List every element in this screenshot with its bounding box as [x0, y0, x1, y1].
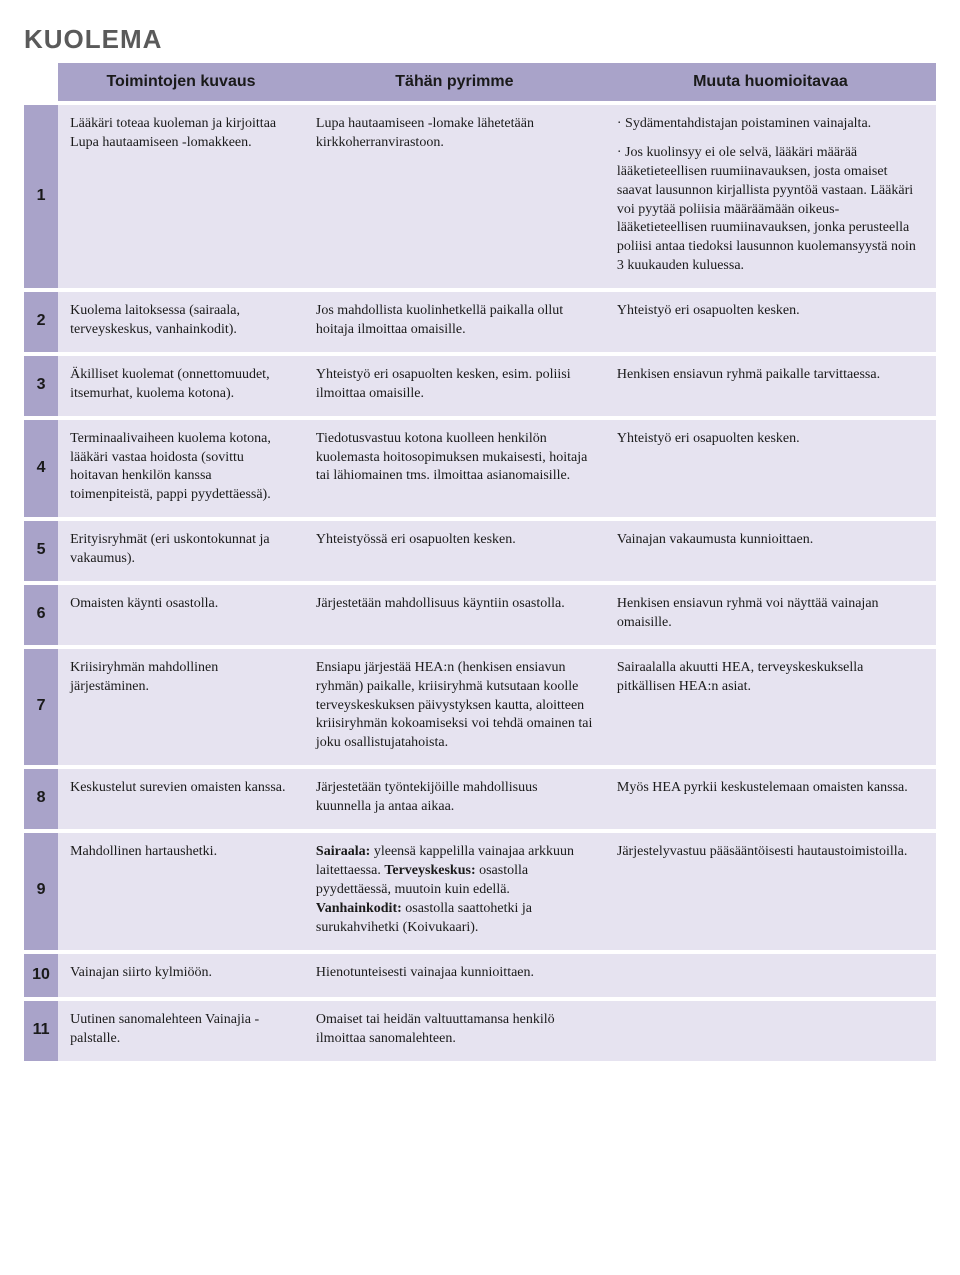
cell-text: Mahdollinen hartaushetki. [70, 843, 292, 862]
cell-col3: Vainajan vakaumusta kunnioittaen. [605, 521, 936, 585]
cell-col3: Sairaalalla akuutti HEA, terveys­keskuks… [605, 649, 936, 769]
cell-col3: Yhteistyö eri osapuolten kesken. [605, 420, 936, 522]
col-header-3: Muuta huomioitavaa [605, 63, 936, 105]
cell-text: Tiedotusvastuu kotona kuolleen henkilön … [316, 430, 593, 487]
cell-text: Lääkäri toteaa kuoleman ja kirjoittaa Lu… [70, 115, 292, 153]
cell-text: Järjestetään mahdollisuus käyntiin osast… [316, 595, 593, 614]
row-number: 9 [24, 833, 58, 953]
row-number: 6 [24, 585, 58, 649]
table-row: 3 Äkilliset kuolemat (onnettomuudet, itse… [24, 356, 936, 420]
cell-text: Omaisten käynti osastolla. [70, 595, 292, 614]
cell-text: Kuolema laitoksessa (sairaala, terveyske… [70, 302, 292, 340]
cell-text: Uutinen sanomalehteen Vainajia -palstall… [70, 1011, 292, 1049]
row-number: 5 [24, 521, 58, 585]
cell-text: Yhteistyö eri osapuolten kesken, esim. p… [316, 366, 593, 404]
row-number: 2 [24, 292, 58, 356]
table-row: 5 Erityisryhmät (eri uskonto­kunnat ja va… [24, 521, 936, 585]
cell-col3: Järjestelyvastuu pääsääntöisesti hautaus… [605, 833, 936, 953]
col-header-num [24, 63, 58, 105]
table-header-row: Toimintojen kuvaus Tähän pyrimme Muuta h… [24, 63, 936, 105]
cell-col2: Omaiset tai heidän valtuuttamansa henkil… [304, 1001, 605, 1065]
row-number: 10 [24, 954, 58, 1002]
table-row: 2 Kuolema laitoksessa (sairaala, terveysk… [24, 292, 936, 356]
cell-col3 [605, 1001, 936, 1065]
cell-col1: Omaisten käynti osastolla. [58, 585, 304, 649]
cell-text: Lupa hautaamiseen -lomake lähetetään kir… [316, 115, 593, 153]
cell-col2: Järjestetään työntekijöille mahdollisuus… [304, 769, 605, 833]
cell-col1: Äkilliset kuolemat (onnettomuudet, itsem… [58, 356, 304, 420]
cell-col2: Hienotunteisesti vainajaa kunnioittaen. [304, 954, 605, 1002]
cell-col2: Järjestetään mahdollisuus käyntiin osast… [304, 585, 605, 649]
cell-col3: Henkisen ensiavun ryhmä voi näyttää vain… [605, 585, 936, 649]
cell-text: Omaiset tai heidän valtuuttamansa henkil… [316, 1011, 593, 1049]
table-row: 9 Mahdollinen hartaushetki. Sairaala: ylee… [24, 833, 936, 953]
cell-col2: Sairaala: yleensä kappelilla vainajaa ar… [304, 833, 605, 953]
cell-text: Keskustelut surevien omaisten kanssa. [70, 779, 292, 798]
cell-col2: Yhteistyö eri osapuolten kesken, esim. p… [304, 356, 605, 420]
table-row: 1 Lääkäri toteaa kuoleman ja kirjoittaa L… [24, 105, 936, 292]
table-row: 6 Omaisten käynti osastolla. Järjestetään … [24, 585, 936, 649]
cell-col3: · Sydämentahdistajan poistaminen vainaja… [605, 105, 936, 292]
cell-col3: Myös HEA pyrkii keskustelemaan omaisten … [605, 769, 936, 833]
col-header-2: Tähän pyrimme [304, 63, 605, 105]
cell-text: Vainajan vakaumusta kunnioittaen. [617, 531, 924, 550]
cell-col2: Ensiapu järjestää HEA:n (henkisen ensiav… [304, 649, 605, 769]
cell-text: Henkisen ensiavun ryhmä paikalle tarvitt… [617, 366, 924, 385]
page-title: KUOLEMA [24, 24, 936, 55]
cell-col1: Kriisiryhmän mahdollinen järjestäminen. [58, 649, 304, 769]
cell-col1: Vainajan siirto kylmiöön. [58, 954, 304, 1002]
table-row: 7 Kriisiryhmän mahdollinen järjestäminen.… [24, 649, 936, 769]
cell-col3: Yhteistyö eri osapuolten kesken. [605, 292, 936, 356]
cell-col1: Kuolema laitoksessa (sairaala, terveyske… [58, 292, 304, 356]
cell-text: Ensiapu järjestää HEA:n (henkisen ensiav… [316, 659, 593, 753]
cell-col3 [605, 954, 936, 1002]
cell-text: Järjestetään työntekijöille mahdollisuus… [316, 779, 593, 817]
cell-col3: Henkisen ensiavun ryhmä paikalle tarvitt… [605, 356, 936, 420]
kuolema-table: Toimintojen kuvaus Tähän pyrimme Muuta h… [24, 63, 936, 1065]
cell-text: Erityisryhmät (eri uskonto­kunnat ja vak… [70, 531, 292, 569]
cell-col1: Lääkäri toteaa kuoleman ja kirjoittaa Lu… [58, 105, 304, 292]
row-number: 1 [24, 105, 58, 292]
cell-text: Kriisiryhmän mahdollinen järjestäminen. [70, 659, 292, 697]
cell-text: Myös HEA pyrkii keskustelemaan omaisten … [617, 779, 924, 798]
cell-text: · Jos kuolinsyy ei ole selvä, lääkäri mä… [617, 144, 924, 276]
cell-col2: Tiedotusvastuu kotona kuolleen henkilön … [304, 420, 605, 522]
cell-col1: Mahdollinen hartaushetki. [58, 833, 304, 953]
table-body: 1 Lääkäri toteaa kuoleman ja kirjoittaa L… [24, 105, 936, 1065]
cell-col1: Keskustelut surevien omaisten kanssa. [58, 769, 304, 833]
cell-col2: Lupa hautaamiseen -lomake lähetetään kir… [304, 105, 605, 292]
cell-text: Sairaala: yleensä kappelilla vainajaa ar… [316, 843, 593, 937]
cell-col2: Jos mahdollista kuolinhetkellä pai­kalla… [304, 292, 605, 356]
cell-text: Järjestelyvastuu pääsääntöisesti hautaus… [617, 843, 924, 862]
row-number: 3 [24, 356, 58, 420]
cell-text: Äkilliset kuolemat (onnettomuudet, itsem… [70, 366, 292, 404]
cell-text: Yhteistyö eri osapuolten kesken. [617, 430, 924, 449]
cell-col1: Erityisryhmät (eri uskonto­kunnat ja vak… [58, 521, 304, 585]
row-number: 11 [24, 1001, 58, 1065]
table-row: 4Terminaalivaiheen kuolema kotona, lääkä… [24, 420, 936, 522]
table-row: 11 Uutinen sanomalehteen Vainajia -palsta… [24, 1001, 936, 1065]
cell-text: Vainajan siirto kylmiöön. [70, 964, 292, 983]
cell-text: Yhteistyö eri osapuolten kesken. [617, 302, 924, 321]
cell-text: Sairaalalla akuutti HEA, terveys­keskuks… [617, 659, 924, 697]
cell-col2: Yhteistyössä eri osapuolten kesken. [304, 521, 605, 585]
row-number: 8 [24, 769, 58, 833]
cell-text: · Sydämentahdistajan poistaminen vainaja… [617, 115, 924, 134]
cell-text: Henkisen ensiavun ryhmä voi näyttää vain… [617, 595, 924, 633]
cell-text: Terminaalivaiheen kuolema kotona, lääkär… [70, 430, 292, 506]
cell-text: Jos mahdollista kuolinhetkellä pai­kalla… [316, 302, 593, 340]
cell-col1: Uutinen sanomalehteen Vainajia -palstall… [58, 1001, 304, 1065]
cell-text: Hienotunteisesti vainajaa kunnioittaen. [316, 964, 593, 983]
cell-col1: Terminaalivaiheen kuolema kotona, lääkär… [58, 420, 304, 522]
col-header-1: Toimintojen kuvaus [58, 63, 304, 105]
row-number: 4 [24, 420, 58, 522]
table-row: 8 Keskustelut surevien omaisten kanssa. Jä… [24, 769, 936, 833]
table-row: 10 Vainajan siirto kylmiöön. Hienotunteise… [24, 954, 936, 1002]
cell-text: Yhteistyössä eri osapuolten kesken. [316, 531, 593, 550]
row-number: 7 [24, 649, 58, 769]
